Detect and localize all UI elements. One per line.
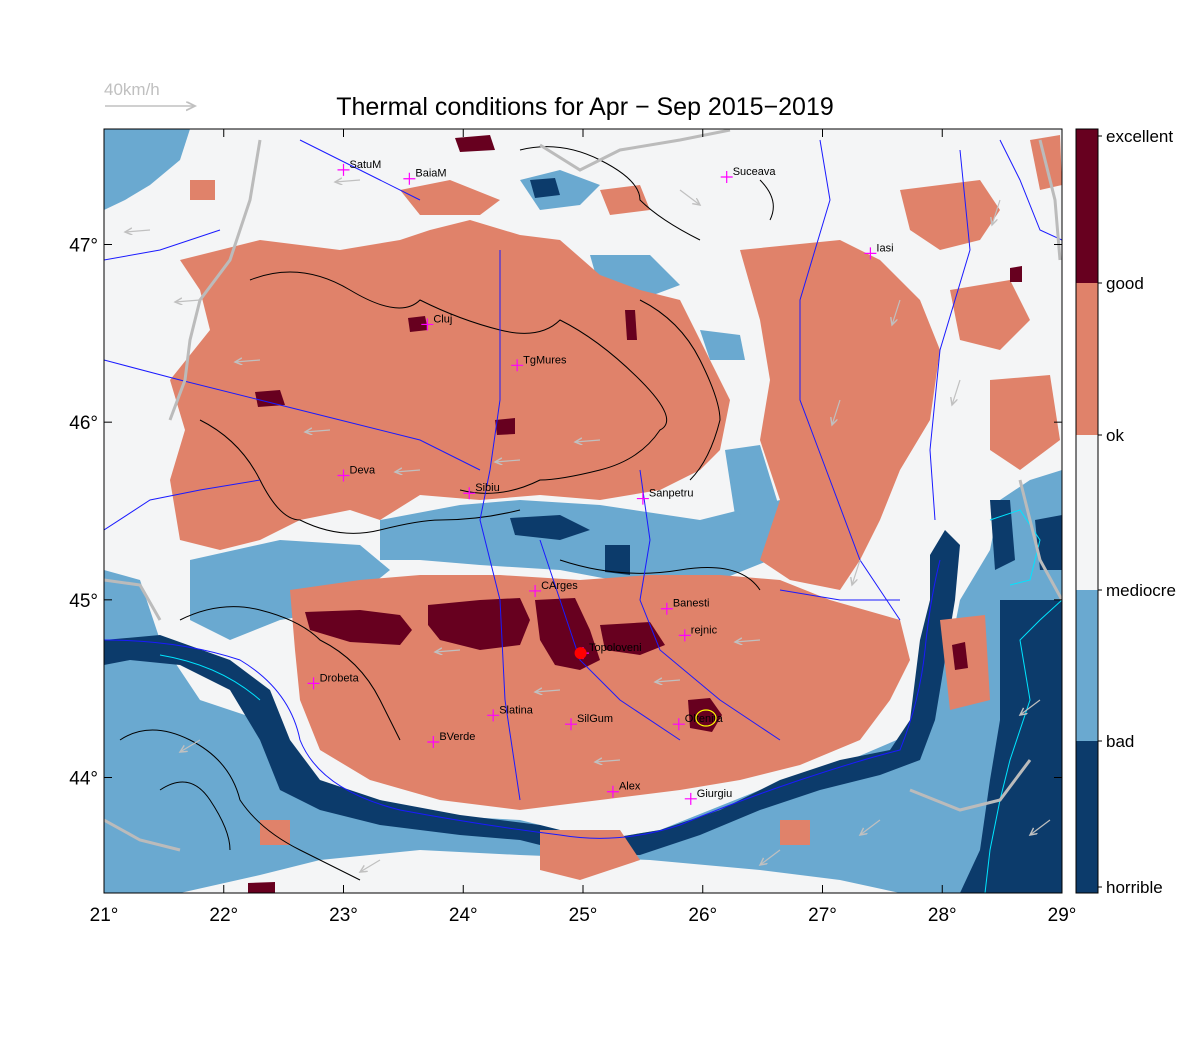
city-label: Suceava — [733, 166, 777, 178]
city-cross-icon — [636, 492, 649, 505]
city-cross-icon — [720, 170, 733, 183]
x-tick-label: 26° — [688, 905, 717, 926]
city-cross-icon — [684, 792, 697, 805]
colorbar-label: good — [1106, 274, 1144, 293]
city-marker[interactable]: Drobeta — [307, 672, 360, 690]
city-cross-icon — [529, 584, 542, 597]
city-cross-icon — [678, 629, 691, 642]
city-cross-icon — [403, 172, 416, 185]
city-marker[interactable]: CArges — [529, 580, 578, 597]
city-marker[interactable]: Deva — [337, 464, 377, 482]
city-label: Alex — [619, 781, 641, 793]
city-cross-icon — [307, 677, 320, 690]
colorbar-band — [1076, 590, 1098, 741]
city-marker[interactable]: Suceava — [720, 166, 777, 183]
city-marker[interactable]: Cluj — [421, 313, 452, 331]
city-cross-icon — [487, 709, 500, 722]
city-label: Banesti — [673, 598, 710, 610]
axis-layer: 21° 22° 23° 24° 25° 26° 27° 28° 29° 47° 46° 45° 44° — [69, 129, 1076, 926]
city-marker[interactable]: Alex — [606, 781, 641, 798]
yellow-contour — [695, 709, 717, 727]
city-label: Drobeta — [320, 672, 360, 684]
city-label: rejnic — [691, 624, 718, 636]
city-label: BaiaM — [415, 168, 446, 180]
city-marker[interactable]: Giurgiu — [684, 788, 732, 805]
city-cross-icon — [463, 487, 476, 500]
x-tick-label: 27° — [808, 905, 837, 926]
city-cross-icon — [337, 163, 350, 176]
colorbar-band — [1076, 129, 1098, 283]
city-label: Cluj — [433, 313, 452, 325]
x-tick-label: 21° — [90, 905, 119, 926]
city-label: Sanpetru — [649, 488, 694, 500]
wind-arrows — [125, 180, 1051, 872]
coastline — [159, 509, 1062, 893]
city-cross-icon — [427, 735, 440, 748]
city-marker[interactable]: Sibiu — [463, 482, 500, 500]
city-label: Sibiu — [475, 482, 499, 494]
city-marker[interactable]: SatuM — [337, 159, 382, 176]
x-tick-label: 28° — [928, 905, 957, 926]
city-cross-icon — [421, 318, 434, 331]
city-marker[interactable]: rejnic — [678, 624, 718, 642]
city-label: Slatina — [499, 704, 534, 716]
y-tick-label: 44° — [69, 769, 98, 790]
map-title: Thermal conditions for Apr − Sep 2015−20… — [336, 93, 834, 121]
y-tick-label: 46° — [69, 413, 98, 434]
city-cross-icon — [565, 718, 578, 731]
x-tick-label: 25° — [569, 905, 598, 926]
city-cross-icon — [606, 785, 619, 798]
colorbar: excellent good ok mediocre bad horrible — [1075, 127, 1176, 897]
city-cross-icon — [864, 247, 877, 260]
colorbar-band — [1076, 435, 1098, 590]
city-marker[interactable]: SilGum — [565, 713, 613, 731]
city-marker[interactable]: Slatina — [487, 704, 534, 722]
city-label: Deva — [350, 464, 377, 476]
colorbar-label: mediocre — [1106, 581, 1176, 600]
colorbar-label: ok — [1106, 426, 1124, 445]
x-tick-label: 23° — [329, 905, 358, 926]
x-tick-label: 29° — [1048, 905, 1077, 926]
city-marker[interactable]: Banesti — [660, 598, 710, 615]
x-tick-label: 22° — [209, 905, 238, 926]
city-label: SilGum — [577, 713, 613, 725]
city-marker[interactable]: Sanpetru — [636, 488, 694, 505]
city-marker[interactable]: BaiaM — [403, 168, 447, 185]
colorbar-frame — [1075, 128, 1099, 894]
city-cross-icon — [660, 602, 673, 615]
city-label: CArges — [541, 580, 578, 592]
highlight-location-marker[interactable] — [574, 647, 587, 660]
city-label: Topoloveni — [589, 642, 642, 654]
city-cross-icon — [672, 718, 685, 731]
city-marker[interactable]: TgMures — [511, 354, 567, 372]
colorbar-band — [1076, 741, 1098, 893]
city-cross-icon — [337, 469, 350, 482]
x-tick-label: 24° — [449, 905, 478, 926]
map-plot-area: SatuM BaiaM Suceava Iasi Cluj TgMures Deva Sibi… — [104, 129, 1062, 893]
city-marker[interactable]: BVerde — [427, 731, 475, 748]
city-label: Oltenita — [685, 713, 724, 725]
city-label: Iasi — [876, 242, 893, 254]
wind-scale-label: 40km/h — [104, 80, 160, 99]
city-label: BVerde — [439, 731, 475, 743]
city-label: Giurgiu — [697, 788, 732, 800]
y-tick-label: 45° — [69, 591, 98, 612]
city-label: SatuM — [350, 159, 382, 171]
city-label: TgMures — [523, 354, 567, 366]
city-cross-icon — [511, 359, 524, 372]
city-marker[interactable]: Iasi — [864, 242, 894, 260]
city-markers: SatuM BaiaM Suceava Iasi Cluj TgMures Deva Sibi… — [307, 159, 894, 805]
elevation-contours — [119, 146, 774, 881]
colorbar-band — [1076, 283, 1098, 435]
y-tick-label: 47° — [69, 235, 98, 256]
colorbar-label: bad — [1106, 732, 1134, 751]
colorbar-label: excellent — [1106, 127, 1173, 146]
colorbar-label: horrible — [1106, 878, 1163, 897]
